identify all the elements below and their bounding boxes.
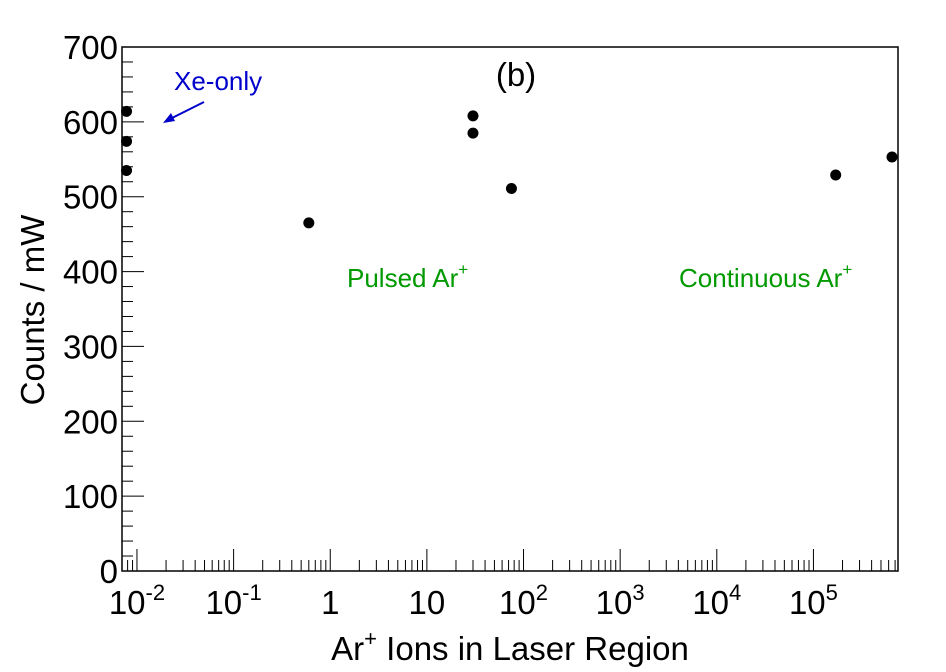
y-tick-label: 400 xyxy=(63,254,118,291)
x-tick-label: 104 xyxy=(692,580,741,621)
x-tick-label: 102 xyxy=(499,580,548,621)
x-axis-title: Ar+ Ions in Laser Region xyxy=(331,626,689,667)
y-tick-label: 300 xyxy=(63,328,118,365)
data-point xyxy=(830,169,842,181)
axis-ticks xyxy=(121,46,896,572)
data-point xyxy=(121,135,133,147)
x-tick-label: 10-1 xyxy=(205,580,261,621)
y-tick-label: 0 xyxy=(100,553,118,590)
y-tick-label: 700 xyxy=(63,29,118,66)
plot-frame xyxy=(121,46,899,572)
data-point xyxy=(505,182,517,194)
x-tick-labels: 10-2 10-1 1 10 102 103 104 105 xyxy=(109,580,838,621)
y-axis-title: Counts / mW xyxy=(14,214,51,406)
y-tick-label: 100 xyxy=(63,478,118,515)
x-tick-label: 10-2 xyxy=(109,580,165,621)
data-point xyxy=(467,110,479,122)
y-tick-labels: 0 100 200 300 400 500 600 700 xyxy=(63,29,118,590)
pulsed-label: Pulsed Ar+ xyxy=(347,260,468,293)
data-point xyxy=(121,105,133,117)
y-tick-label: 500 xyxy=(63,179,118,216)
data-points xyxy=(121,105,898,229)
data-point xyxy=(467,127,479,139)
xe-only-arrowhead xyxy=(163,113,175,123)
x-tick-label: 103 xyxy=(596,580,645,621)
y-tick-label: 200 xyxy=(63,403,118,440)
x-tick-label: 10 xyxy=(409,584,446,621)
data-point xyxy=(121,165,133,177)
panel-label: (b) xyxy=(496,56,536,93)
xe-only-label: Xe-only xyxy=(174,66,262,96)
x-tick-label: 1 xyxy=(321,584,339,621)
x-tick-label: 105 xyxy=(789,580,838,621)
continuous-label: Continuous Ar+ xyxy=(679,260,852,293)
data-point xyxy=(886,151,898,163)
y-tick-label: 600 xyxy=(63,104,118,141)
data-point xyxy=(303,217,315,229)
